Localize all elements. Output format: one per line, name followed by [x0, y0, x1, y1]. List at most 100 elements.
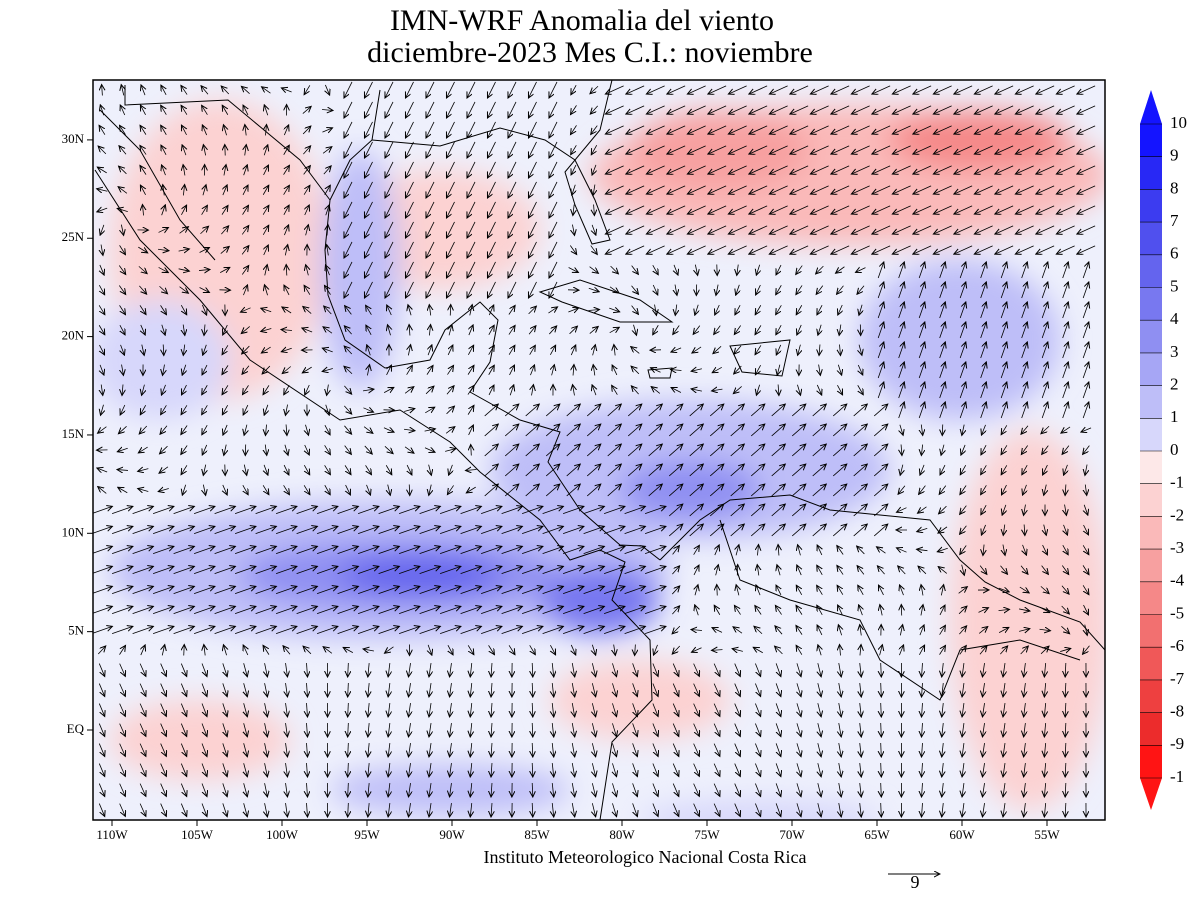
- wind-arrow: [1077, 245, 1096, 254]
- wind-arrow: [265, 265, 267, 276]
- wind-arrow: [1077, 105, 1096, 114]
- wind-arrow: [364, 201, 373, 218]
- wind-arrow: [120, 324, 125, 335]
- wind-arrow: [222, 365, 229, 374]
- wind-arrow: [892, 125, 911, 134]
- colorbar-segment: [1140, 549, 1162, 582]
- wind-arrow: [933, 165, 952, 174]
- wind-arrow: [100, 364, 104, 375]
- colorbar-segment: [1140, 581, 1162, 615]
- anomaly-region: [620, 460, 760, 520]
- wind-arrow: [859, 344, 862, 356]
- wind-arrow: [1077, 225, 1096, 234]
- wind-arrow: [405, 101, 414, 118]
- pacific-coast: [94, 169, 653, 820]
- wind-arrow: [528, 81, 537, 98]
- wind-arrow: [1041, 342, 1048, 359]
- wind-arrow: [571, 164, 576, 175]
- wind-arrow: [344, 281, 353, 298]
- wind-arrow: [776, 285, 782, 294]
- wind-arrow: [101, 244, 103, 256]
- wind-arrow: [304, 85, 311, 94]
- wind-arrow: [140, 165, 147, 175]
- wind-arrow: [429, 325, 430, 336]
- wind-arrow: [203, 185, 206, 196]
- wind-arrow: [528, 261, 537, 278]
- wind-arrow: [98, 146, 107, 155]
- wind-arrow: [345, 306, 352, 315]
- wind-arrow: [467, 241, 476, 258]
- wind-arrow: [810, 225, 829, 234]
- wind-arrow: [954, 85, 973, 94]
- colorbar-label: 10: [1170, 113, 1187, 132]
- wind-arrow: [939, 262, 946, 279]
- wind-arrow: [322, 348, 333, 352]
- wind-arrow: [913, 85, 932, 94]
- wind-arrow: [877, 282, 884, 299]
- wind-arrow: [974, 245, 993, 254]
- wind-arrow: [198, 269, 210, 270]
- wind-arrow: [1036, 205, 1055, 214]
- wind-arrow: [892, 225, 911, 234]
- colorbar-label: -8: [1170, 702, 1184, 721]
- wind-arrow: [749, 125, 768, 134]
- wind-arrow: [734, 345, 742, 354]
- wind-arrow: [995, 165, 1014, 174]
- wind-arrow: [1015, 245, 1034, 254]
- wind-arrow: [626, 205, 645, 214]
- wind-arrow: [667, 85, 686, 94]
- wind-arrow: [892, 205, 911, 214]
- wind-arrow: [769, 225, 788, 234]
- wind-arrow: [728, 145, 747, 154]
- wind-arrow: [1036, 165, 1055, 174]
- wind-arrow: [614, 345, 615, 356]
- wind-arrow: [626, 145, 645, 154]
- wind-arrow: [693, 325, 701, 335]
- wind-arrow: [364, 281, 373, 298]
- wind-arrow: [1021, 322, 1028, 339]
- wind-arrow: [593, 184, 595, 196]
- wind-arrow: [385, 201, 394, 218]
- wind-arrow: [487, 121, 496, 138]
- wind-arrow: [646, 145, 665, 154]
- wind-arrow: [385, 161, 394, 178]
- wind-arrow: [264, 285, 267, 296]
- wind-arrow: [708, 105, 727, 114]
- wind-arrow: [831, 205, 850, 214]
- wind-arrow: [302, 106, 311, 114]
- wind-arrow: [974, 145, 993, 154]
- wind-arrow: [119, 166, 127, 175]
- wind-arrow: [769, 205, 788, 214]
- anomaly-region: [320, 150, 400, 390]
- wind-arrow: [939, 322, 946, 339]
- wind-arrow: [204, 324, 205, 336]
- wind-arrow: [344, 241, 353, 258]
- wind-arrow: [1000, 322, 1007, 339]
- wind-arrow: [995, 185, 1014, 194]
- wind-arrow: [283, 165, 290, 175]
- wind-arrow: [385, 281, 394, 298]
- wind-arrow: [405, 281, 414, 298]
- wind-arrow: [708, 225, 727, 234]
- wind-arrow: [364, 181, 373, 198]
- wind-arrow: [980, 262, 987, 279]
- colorbar-segment: [1140, 320, 1162, 353]
- wind-arrow: [1056, 205, 1075, 214]
- wind-arrow: [851, 205, 870, 214]
- wind-arrow: [366, 325, 371, 336]
- wind-arrow: [242, 205, 249, 215]
- wind-arrow: [933, 145, 952, 154]
- wind-arrow: [671, 370, 682, 371]
- wind-arrow: [591, 125, 598, 135]
- wind-arrow: [959, 282, 966, 299]
- wind-arrow: [467, 161, 476, 178]
- wind-arrow: [97, 167, 107, 174]
- wind-arrow: [119, 305, 126, 314]
- wind-arrow: [592, 224, 596, 235]
- wind-arrow: [142, 205, 143, 216]
- wind-arrow: [995, 85, 1014, 94]
- wind-arrow: [303, 166, 311, 175]
- wind-arrow: [284, 225, 288, 236]
- wind-arrow: [717, 585, 718, 596]
- colorbar-segment: [1140, 679, 1162, 713]
